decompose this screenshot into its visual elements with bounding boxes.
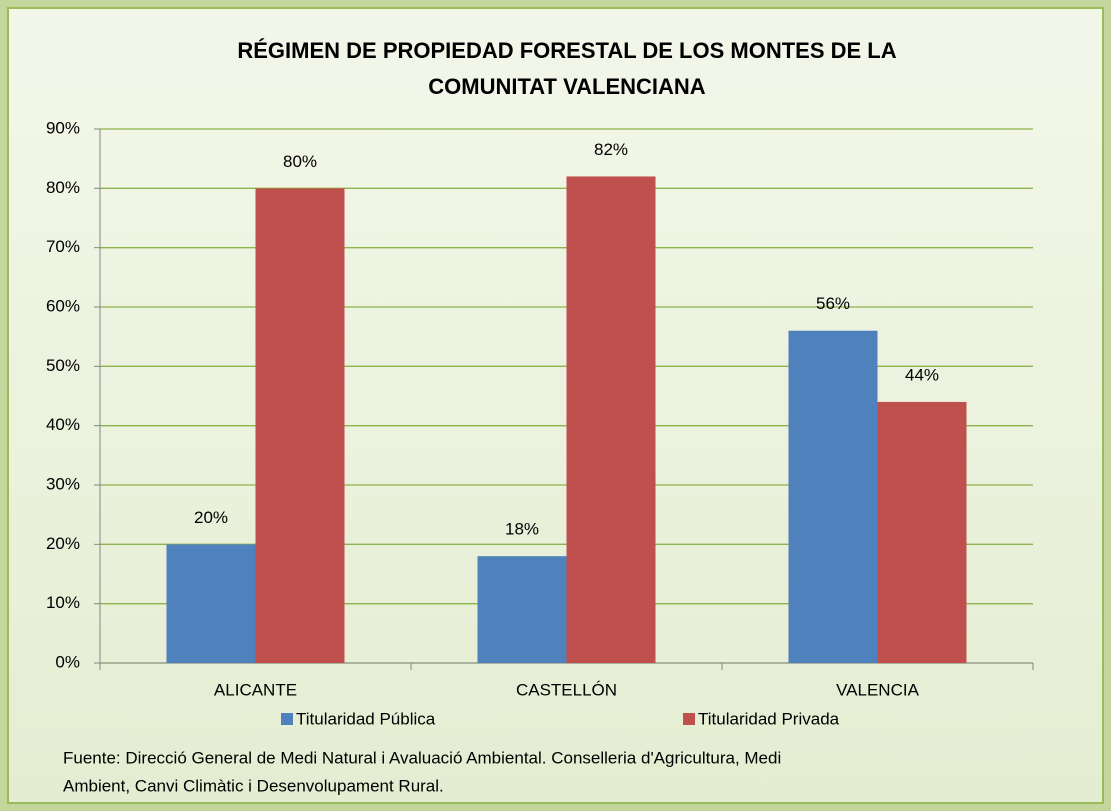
- bar: [477, 556, 567, 663]
- source-note: Ambient, Canvi Climàtic i Desenvolupamen…: [63, 776, 444, 795]
- y-tick-label: 0%: [55, 652, 80, 671]
- value-label: 80%: [283, 152, 317, 171]
- legend-label: Titularidad Pública: [296, 709, 436, 728]
- y-tick-label: 80%: [46, 178, 80, 197]
- x-tick-label: ALICANTE: [214, 680, 297, 699]
- value-label: 82%: [594, 140, 628, 159]
- value-label: 56%: [816, 294, 850, 313]
- chart-title: RÉGIMEN DE PROPIEDAD FORESTAL DE LOS MON…: [237, 38, 896, 63]
- y-tick-label: 20%: [46, 534, 80, 553]
- bar: [788, 330, 878, 663]
- source-note: Fuente: Direcció General de Medi Natural…: [63, 748, 781, 767]
- bar: [166, 544, 256, 663]
- legend-swatch: [683, 713, 695, 725]
- y-tick-label: 90%: [46, 118, 80, 137]
- y-tick-label: 10%: [46, 593, 80, 612]
- y-tick-label: 50%: [46, 356, 80, 375]
- x-tick-label: VALENCIA: [836, 680, 919, 699]
- x-tick-label: CASTELLÓN: [516, 680, 617, 699]
- bar: [255, 188, 345, 664]
- y-tick-label: 30%: [46, 474, 80, 493]
- bar: [566, 176, 656, 663]
- value-label: 20%: [194, 508, 228, 527]
- y-tick-label: 40%: [46, 415, 80, 434]
- legend-label: Titularidad Privada: [698, 709, 840, 728]
- bar: [877, 401, 967, 663]
- value-label: 44%: [905, 365, 939, 384]
- value-label: 18%: [505, 520, 539, 539]
- y-tick-label: 70%: [46, 237, 80, 256]
- y-tick-label: 60%: [46, 296, 80, 315]
- legend-swatch: [281, 713, 293, 725]
- chart-title: COMUNITAT VALENCIANA: [428, 74, 706, 99]
